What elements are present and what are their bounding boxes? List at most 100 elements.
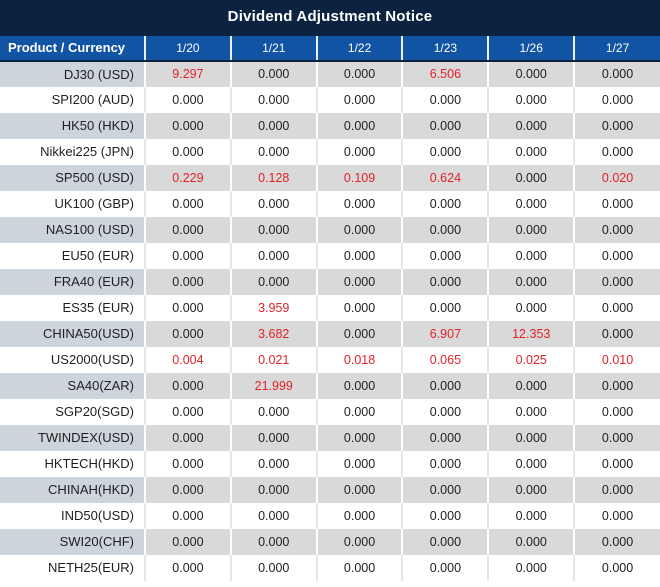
- column-header-date-6: 1/27: [573, 33, 660, 62]
- value-cell: 0.000: [315, 86, 403, 113]
- value-cell: 0.000: [573, 60, 660, 87]
- value-cell: 0.000: [573, 190, 660, 217]
- value-cell: 0.000: [315, 372, 403, 399]
- value-cell: 0.000: [315, 242, 403, 269]
- value-cell: 0.000: [401, 86, 489, 113]
- value-cell: 0.065: [401, 346, 489, 373]
- value-cell: 0.000: [401, 112, 489, 139]
- value-cell: 0.000: [229, 554, 317, 581]
- table-row: TWINDEX(USD) 0.000 0.000 0.000 0.000 0.0…: [0, 424, 660, 451]
- value-cell: 0.000: [315, 398, 403, 425]
- value-cell: 0.000: [573, 424, 660, 451]
- value-cell: 0.000: [487, 268, 575, 295]
- value-cell: 0.000: [573, 450, 660, 477]
- value-cell: 0.000: [315, 294, 403, 321]
- value-cell: 0.000: [144, 190, 231, 217]
- table-row: CHINAH(HKD) 0.000 0.000 0.000 0.000 0.00…: [0, 476, 660, 503]
- value-cell: 0.000: [573, 554, 660, 581]
- value-cell: 0.000: [573, 268, 660, 295]
- value-cell: 0.229: [144, 164, 231, 191]
- value-cell: 0.000: [401, 242, 489, 269]
- header-row: Product / Currency 1/20 1/21 1/22 1/23 1…: [0, 33, 660, 62]
- value-cell: 0.000: [487, 190, 575, 217]
- value-cell: 0.000: [229, 528, 317, 555]
- value-cell: 0.000: [144, 112, 231, 139]
- value-cell: 0.000: [229, 216, 317, 243]
- product-cell: ES35 (EUR): [0, 294, 145, 321]
- table-row: NETH25(EUR) 0.000 0.000 0.000 0.000 0.00…: [0, 554, 660, 581]
- value-cell: 0.000: [573, 502, 660, 529]
- table-row: ES35 (EUR) 0.000 3.959 0.000 0.000 0.000…: [0, 294, 660, 321]
- value-cell: 0.021: [229, 346, 317, 373]
- value-cell: 0.000: [487, 294, 575, 321]
- value-cell: 0.000: [229, 112, 317, 139]
- value-cell: 0.000: [401, 502, 489, 529]
- product-cell: HK50 (HKD): [0, 112, 145, 139]
- value-cell: 0.000: [229, 242, 317, 269]
- column-header-date-4: 1/23: [401, 33, 489, 62]
- table-row: HK50 (HKD) 0.000 0.000 0.000 0.000 0.000…: [0, 112, 660, 139]
- product-cell: Nikkei225 (JPN): [0, 138, 145, 165]
- product-cell: FRA40 (EUR): [0, 268, 145, 295]
- product-cell: SP500 (USD): [0, 164, 145, 191]
- value-cell: 0.000: [229, 502, 317, 529]
- table-row: SPI200 (AUD) 0.000 0.000 0.000 0.000 0.0…: [0, 86, 660, 113]
- value-cell: 0.000: [573, 372, 660, 399]
- value-cell: 0.000: [144, 554, 231, 581]
- value-cell: 0.000: [487, 216, 575, 243]
- table-row: UK100 (GBP) 0.000 0.000 0.000 0.000 0.00…: [0, 190, 660, 217]
- value-cell: 0.000: [487, 60, 575, 87]
- value-cell: 0.000: [401, 554, 489, 581]
- value-cell: 0.000: [315, 190, 403, 217]
- table-row: SWI20(CHF) 0.000 0.000 0.000 0.000 0.000…: [0, 528, 660, 555]
- value-cell: 0.000: [487, 528, 575, 555]
- value-cell: 0.000: [401, 294, 489, 321]
- value-cell: 0.000: [573, 398, 660, 425]
- value-cell: 0.025: [487, 346, 575, 373]
- column-header-date-1: 1/20: [144, 33, 231, 62]
- value-cell: 0.000: [229, 190, 317, 217]
- value-cell: 0.000: [229, 398, 317, 425]
- table-row: NAS100 (USD) 0.000 0.000 0.000 0.000 0.0…: [0, 216, 660, 243]
- value-cell: 0.000: [315, 528, 403, 555]
- value-cell: 0.000: [315, 268, 403, 295]
- value-cell: 0.018: [315, 346, 403, 373]
- product-cell: US2000(USD): [0, 346, 145, 373]
- table-row: SA40(ZAR) 0.000 21.999 0.000 0.000 0.000…: [0, 372, 660, 399]
- value-cell: 0.000: [401, 190, 489, 217]
- value-cell: 0.000: [573, 86, 660, 113]
- value-cell: 0.000: [401, 268, 489, 295]
- product-cell: CHINA50(USD): [0, 320, 145, 347]
- value-cell: 21.999: [229, 372, 317, 399]
- value-cell: 0.000: [487, 242, 575, 269]
- value-cell: 0.000: [573, 216, 660, 243]
- value-cell: 0.000: [315, 424, 403, 451]
- table-row: SP500 (USD) 0.229 0.128 0.109 0.624 0.00…: [0, 164, 660, 191]
- product-cell: NAS100 (USD): [0, 216, 145, 243]
- value-cell: 0.000: [573, 242, 660, 269]
- value-cell: 0.000: [229, 268, 317, 295]
- value-cell: 0.000: [487, 372, 575, 399]
- value-cell: 9.297: [144, 60, 231, 87]
- product-cell: UK100 (GBP): [0, 190, 145, 217]
- value-cell: 0.000: [573, 294, 660, 321]
- column-header-date-5: 1/26: [487, 33, 575, 62]
- product-cell: HKTECH(HKD): [0, 450, 145, 477]
- value-cell: 0.000: [487, 398, 575, 425]
- value-cell: 0.000: [315, 320, 403, 347]
- value-cell: 0.000: [401, 372, 489, 399]
- value-cell: 0.000: [229, 138, 317, 165]
- product-cell: EU50 (EUR): [0, 242, 145, 269]
- value-cell: 0.000: [144, 398, 231, 425]
- value-cell: 0.000: [573, 320, 660, 347]
- value-cell: 0.000: [487, 112, 575, 139]
- value-cell: 0.000: [401, 450, 489, 477]
- table-row: US2000(USD) 0.004 0.021 0.018 0.065 0.02…: [0, 346, 660, 373]
- value-cell: 0.004: [144, 346, 231, 373]
- product-cell: DJ30 (USD): [0, 60, 145, 87]
- value-cell: 0.624: [401, 164, 489, 191]
- value-cell: 0.000: [144, 268, 231, 295]
- value-cell: 0.000: [144, 424, 231, 451]
- value-cell: 0.000: [573, 476, 660, 503]
- value-cell: 0.000: [487, 424, 575, 451]
